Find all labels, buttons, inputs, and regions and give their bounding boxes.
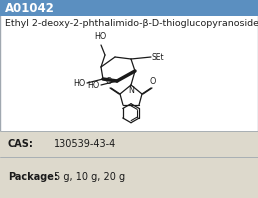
Text: HO: HO [94,32,106,41]
FancyBboxPatch shape [0,0,258,16]
Text: 5 g, 10 g, 20 g: 5 g, 10 g, 20 g [54,172,125,183]
Text: N: N [128,86,134,95]
Text: O: O [150,77,156,86]
Text: O: O [106,77,112,86]
Text: A01042: A01042 [5,2,55,14]
FancyBboxPatch shape [0,157,258,198]
Text: CAS:: CAS: [8,139,34,149]
Text: Package:: Package: [8,172,58,183]
FancyBboxPatch shape [0,131,258,157]
Text: SEt: SEt [152,52,165,62]
Text: HO: HO [74,78,86,88]
Text: 130539-43-4: 130539-43-4 [54,139,116,149]
Text: Ethyl 2-deoxy-2-phthalimido-β-D-thioglucopyranoside: Ethyl 2-deoxy-2-phthalimido-β-D-thiogluc… [5,19,258,29]
Text: HO: HO [88,81,100,89]
